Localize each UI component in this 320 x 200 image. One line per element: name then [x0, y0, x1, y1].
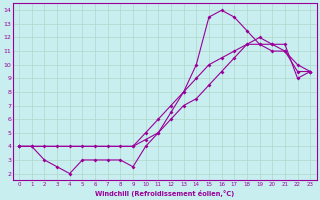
X-axis label: Windchill (Refroidissement éolien,°C): Windchill (Refroidissement éolien,°C) — [95, 190, 234, 197]
